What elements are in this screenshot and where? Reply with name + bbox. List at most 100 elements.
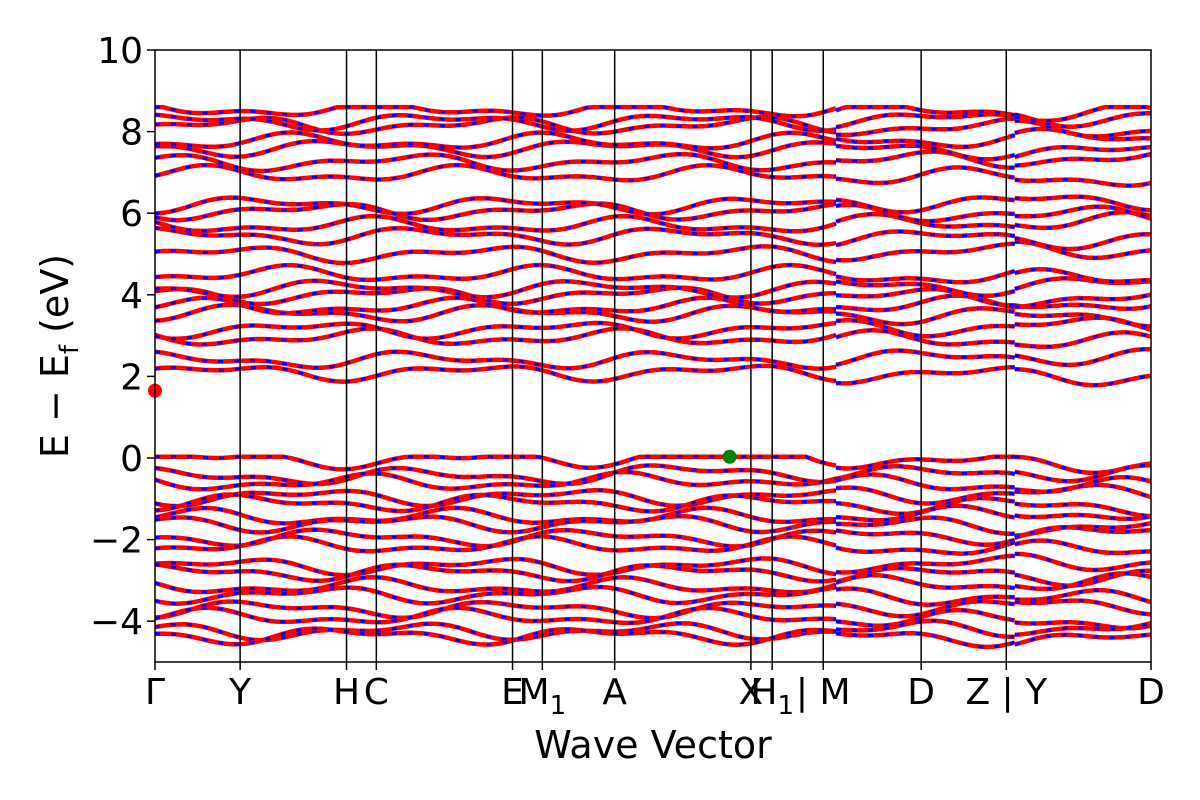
band-line-dashed xyxy=(154,492,837,513)
x-tick-label-main: E xyxy=(501,672,524,713)
x-tick-label-main: H xyxy=(333,672,360,713)
band-line-dashed xyxy=(1014,347,1151,367)
band-line-dashed xyxy=(154,627,837,647)
y-tick-label: 6 xyxy=(120,194,143,235)
band-line xyxy=(835,485,1016,506)
y-tick-label: 10 xyxy=(97,31,143,72)
band-line-dashed xyxy=(154,226,837,247)
x-tick-label: E xyxy=(501,672,524,713)
band-line-dashed xyxy=(1014,330,1152,349)
band-line-dashed xyxy=(1014,178,1152,188)
x-tick-label-main: Γ xyxy=(145,672,165,713)
y-axis-label-unit: (eV) xyxy=(33,254,77,345)
x-tick-label: Y xyxy=(228,672,252,713)
band-line-dashed xyxy=(154,557,837,577)
band-line-dashed xyxy=(1014,483,1152,499)
x-tick-label: | M xyxy=(796,672,851,713)
band-line xyxy=(835,229,1016,248)
band-line xyxy=(835,503,1016,523)
band-line-dashed xyxy=(154,244,837,265)
band-line xyxy=(835,515,1016,536)
band-line xyxy=(835,618,1016,640)
band-line-dashed xyxy=(154,364,837,384)
band-line-dashed xyxy=(1014,588,1152,604)
band-line xyxy=(835,306,1016,327)
y-axis-label: E − Ef (eV) xyxy=(33,254,85,458)
band-line xyxy=(835,364,1016,386)
band-line-dashed xyxy=(1014,303,1152,311)
band-line-dashed xyxy=(154,488,837,508)
band-line-dashed xyxy=(1014,145,1151,159)
x-tick-label: C xyxy=(364,672,389,713)
y-tick-label: 8 xyxy=(120,113,143,154)
bands-layer xyxy=(154,104,1152,650)
band-line-dashed xyxy=(1014,599,1151,616)
band-line-dashed xyxy=(155,105,837,118)
x-tick-label-main: H xyxy=(750,672,777,713)
band-line-dashed xyxy=(154,196,837,216)
band-line xyxy=(835,599,1016,619)
band-line-dashed xyxy=(154,279,837,300)
band-line xyxy=(835,165,1016,186)
band-line-dashed xyxy=(1014,312,1152,328)
x-tick-label: D xyxy=(1137,672,1165,713)
band-line-dashed xyxy=(154,139,837,159)
band-line-dashed xyxy=(154,286,837,306)
x-tick-label-subscript: 1 xyxy=(777,691,794,721)
band-line-dashed xyxy=(1014,293,1152,309)
band-line xyxy=(835,104,1016,118)
band-line-dashed xyxy=(1014,525,1152,540)
band-line-dashed xyxy=(1014,232,1151,251)
band-line-dashed xyxy=(155,455,837,471)
plot-frame xyxy=(154,49,1152,663)
x-tick-label: Z | Y xyxy=(965,672,1048,713)
band-line xyxy=(835,586,1016,607)
band-line-dashed xyxy=(1014,127,1152,141)
band-line-dashed xyxy=(154,115,837,136)
x-tick-label: D xyxy=(907,672,935,713)
band-line-dashed xyxy=(1014,205,1152,221)
x-tick-label-main: A xyxy=(602,672,627,713)
band-line-dashed xyxy=(1014,621,1152,637)
band-line xyxy=(835,348,1016,367)
band-line-dashed xyxy=(1014,571,1152,591)
x-axis-label: Wave Vector xyxy=(534,723,772,767)
band-line-dashed xyxy=(154,514,837,535)
x-tick-label-main: Z | Y xyxy=(965,672,1048,713)
band-line xyxy=(835,132,1016,150)
band-line-dashed xyxy=(154,263,837,282)
x-tick-label-subscript: 1 xyxy=(550,691,567,721)
band-line-dashed xyxy=(1014,552,1152,572)
band-line-dashed xyxy=(154,575,837,594)
band-line xyxy=(835,565,1016,584)
band-line xyxy=(835,112,1016,130)
x-tick-label: Γ xyxy=(145,672,165,713)
y-axis-ticks: −4 −2 0 2 4 6 8 10 xyxy=(90,31,155,643)
band-line-dashed xyxy=(154,534,837,553)
band-line-dashed xyxy=(1014,633,1152,646)
x-tick-label: H xyxy=(333,672,360,713)
band-line xyxy=(835,149,1016,170)
band-line-dashed xyxy=(1014,367,1152,387)
x-tick-label: H1 xyxy=(750,672,794,721)
band-line-dashed xyxy=(1014,105,1152,123)
band-line-dashed xyxy=(154,506,837,525)
x-tick-label-main: D xyxy=(907,672,935,713)
band-line-dashed xyxy=(154,470,837,491)
x-tick-label-main: Y xyxy=(228,672,252,713)
x-tick-label: M1 xyxy=(519,672,567,721)
x-tick-label-main: | M xyxy=(796,672,851,713)
band-line-dashed xyxy=(154,585,837,606)
band-line xyxy=(835,553,1016,575)
y-tick-label: 0 xyxy=(120,439,143,480)
band-line xyxy=(835,318,1016,339)
band-line-dashed xyxy=(154,321,837,341)
band-line-dashed xyxy=(1014,538,1151,555)
band-line-dashed xyxy=(1014,195,1152,212)
band-line xyxy=(835,268,1016,285)
band-line xyxy=(835,195,1016,215)
band-line xyxy=(835,116,1016,138)
band-line xyxy=(835,528,1016,547)
